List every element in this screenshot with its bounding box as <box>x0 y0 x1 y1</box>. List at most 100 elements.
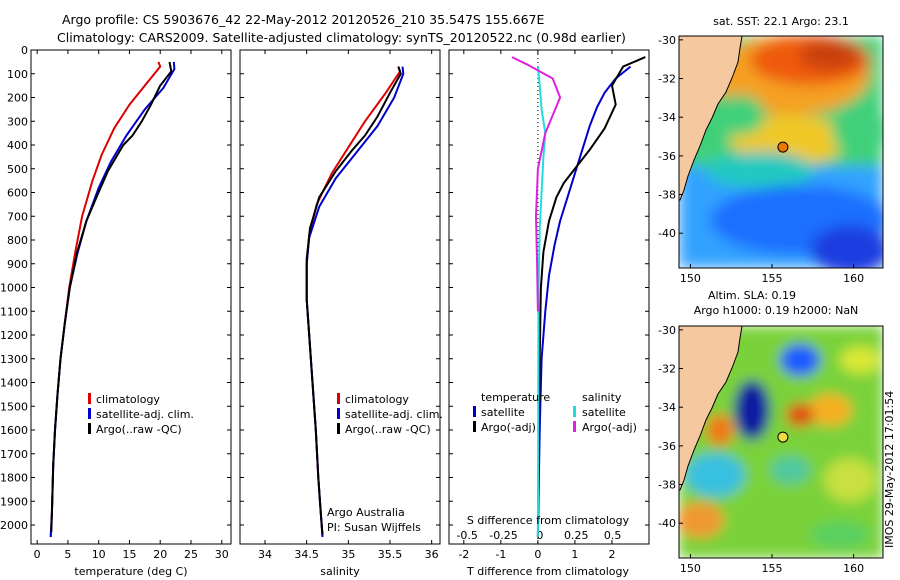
legend-swatch-climatology <box>88 393 91 404</box>
depth-tick-label: 100 <box>7 68 28 81</box>
depth-tick-label: 0 <box>21 44 28 57</box>
depth-tick-label: 700 <box>7 210 28 223</box>
sla-map-frame <box>678 325 884 559</box>
lon-tick-label: 150 <box>680 562 701 575</box>
figure-title-line1: Argo profile: CS 5903676_42 22-May-2012 … <box>62 12 545 27</box>
legend-swatch-climatology <box>337 393 340 404</box>
depth-tick-label: 500 <box>7 163 28 176</box>
depth-tick-label: 1900 <box>0 495 28 508</box>
sst-map-title: sat. SST: 22.1 Argo: 23.1 <box>713 15 849 28</box>
salinity-legend: climatology satellite-adj. clim. Argo(..… <box>337 393 443 436</box>
legend-header-temperature: temperature <box>481 391 550 404</box>
x-tick-label: 36 <box>425 548 439 561</box>
difference-legend-salinity: salinity satellite Argo(-adj) <box>573 391 637 434</box>
lat-tick-label: -34 <box>658 401 676 414</box>
lat-tick-label: -38 <box>658 189 676 202</box>
annotation-argo-australia: Argo Australia <box>327 506 405 519</box>
temperature-axis-ticks: 0 5 10 15 20 25 30 <box>34 50 229 561</box>
x-tick-label: 30 <box>215 548 229 561</box>
legend-swatch-satellite <box>88 408 91 419</box>
difference-axis-ticks: -2 -1 0 1 2 -0.5 -0.25 0 0.25 0.5 <box>456 50 621 561</box>
depth-tick-label: 800 <box>7 234 28 247</box>
lon-tick-label: 155 <box>762 562 783 575</box>
legend-label-satellite: satellite-adj. clim. <box>96 408 194 421</box>
sla-map-ticks: 150 155 160 -30 -32 -34 -36 -38 -40 <box>658 324 864 575</box>
lat-tick-label: -30 <box>658 324 676 337</box>
depth-tick-label: 1400 <box>0 377 28 390</box>
salinity-axes-box <box>239 49 441 545</box>
sst-map-ticks: 150 155 160 -30 -32 -34 -36 -38 -40 <box>658 34 864 285</box>
legend-swatch-argo <box>337 423 340 434</box>
x-tick-label: -2 <box>458 548 469 561</box>
lat-tick-label: -30 <box>658 34 676 47</box>
lon-tick-label: 160 <box>843 562 864 575</box>
legend-label-argo: Argo(..raw -QC) <box>96 423 182 436</box>
legend-label-t-satellite: satellite <box>481 406 525 419</box>
lat-tick-label: -34 <box>658 111 676 124</box>
series-line-2 <box>536 66 547 537</box>
lat-tick-label: -36 <box>658 150 676 163</box>
lon-tick-label: 155 <box>762 272 783 285</box>
legend-label-satellite: satellite-adj. clim. <box>345 408 443 421</box>
series-line-3 <box>511 56 562 312</box>
legend-swatch-s-argo <box>573 421 576 432</box>
x-tick-label: 1 <box>571 548 578 561</box>
series-line-2 <box>305 66 402 535</box>
imos-credit: IMOS 29-May-2012 17:01:54 <box>883 391 896 548</box>
temperature-xlabel: temperature (deg C) <box>74 565 187 578</box>
legend-label-argo: Argo(..raw -QC) <box>345 423 431 436</box>
lon-tick-label: 160 <box>843 272 864 285</box>
depth-tick-label: 400 <box>7 139 28 152</box>
lat-tick-label: -38 <box>658 479 676 492</box>
x-tick-label: 34.5 <box>294 548 319 561</box>
lat-tick-label: -32 <box>658 363 676 376</box>
legend-swatch-t-argo <box>473 421 476 432</box>
series-line-1 <box>536 56 646 537</box>
salinity-lines <box>305 66 405 537</box>
figure-title-line2: Climatology: CARS2009. Satellite-adjuste… <box>57 30 626 45</box>
difference-depth-ticks <box>449 49 649 526</box>
temperature-axes-box <box>30 49 232 545</box>
legend-header-salinity: salinity <box>582 391 622 404</box>
x-top-tick-label: -0.5 <box>456 529 477 542</box>
x-tick-label: -1 <box>495 548 506 561</box>
x-tick-label: 2 <box>608 548 615 561</box>
legend-swatch-argo <box>88 423 91 434</box>
temperature-panel: 0100200300400500600700800900100011001200… <box>0 44 232 578</box>
x-top-tick-label: 0.5 <box>604 529 622 542</box>
lat-tick-label: -40 <box>658 517 676 530</box>
depth-tick-label: 1800 <box>0 472 28 485</box>
legend-label-climatology: climatology <box>345 393 409 406</box>
difference-xlabel-bottom: T difference from climatology <box>466 565 629 578</box>
legend-label-s-satellite: satellite <box>582 406 626 419</box>
x-tick-label: 35 <box>341 548 355 561</box>
depth-tick-label: 900 <box>7 258 28 271</box>
x-tick-label: 15 <box>122 548 136 561</box>
series-line-0 <box>536 65 632 537</box>
lat-tick-label: -36 <box>658 440 676 453</box>
x-tick-label: 25 <box>184 548 198 561</box>
depth-tick-label: 1700 <box>0 448 28 461</box>
temperature-lines <box>49 61 176 537</box>
depth-tick-label: 200 <box>7 92 28 105</box>
temperature-legend: climatology satellite-adj. clim. Argo(..… <box>88 393 194 436</box>
lat-tick-label: -40 <box>658 227 676 240</box>
series-line-2 <box>50 61 173 533</box>
x-tick-label: 0 <box>534 548 541 561</box>
x-tick-label: 5 <box>64 548 71 561</box>
depth-tick-label: 1100 <box>0 305 28 318</box>
legend-label-s-argo: Argo(-adj) <box>582 421 637 434</box>
annotation-pi: PI: Susan Wijffels <box>327 521 421 534</box>
depth-tick-label: 1600 <box>0 424 28 437</box>
depth-tick-label: 1200 <box>0 329 28 342</box>
legend-swatch-s-satellite <box>573 406 576 417</box>
sla-map-title-line1: Altim. SLA: 0.19 <box>708 289 796 302</box>
sla-map-panel: Altim. SLA: 0.19 Argo h1000: 0.19 h2000:… <box>658 289 884 575</box>
lat-tick-label: -32 <box>658 73 676 86</box>
x-tick-label: 34 <box>258 548 272 561</box>
salinity-panel: 34 34.5 35 35.5 36 salinity climatology sate… <box>239 49 443 578</box>
depth-tick-label: 300 <box>7 115 28 128</box>
lon-tick-label: 150 <box>680 272 701 285</box>
depth-axis-ticks: 0 100 200 300 400 500 600 700 800 900 1000 1100 1200… <box>0 44 231 532</box>
